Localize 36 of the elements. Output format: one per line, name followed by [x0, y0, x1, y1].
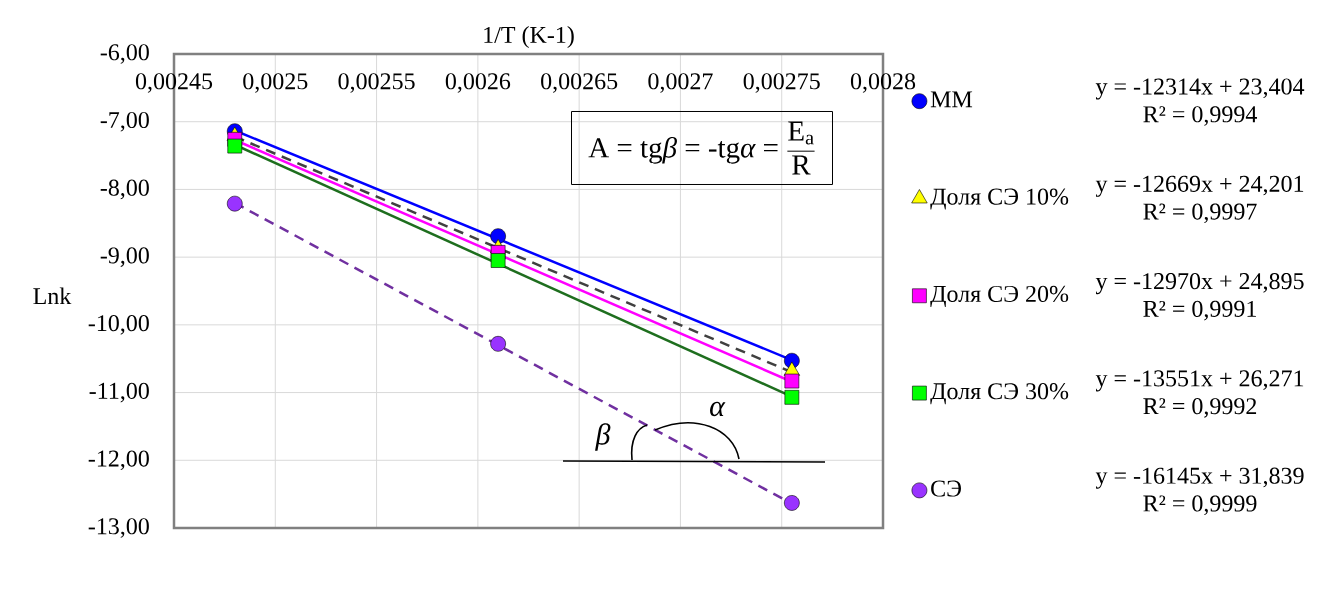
x-tick-label: 0,0025	[243, 73, 308, 93]
x-tick-label: 0,00265	[541, 73, 618, 93]
text: y = -12970x + 24,895	[1095, 273, 1304, 295]
x-tick-label: 0,00255	[338, 73, 415, 93]
text: R² = 0,9991	[1143, 300, 1256, 321]
y-tick-label: -9,00	[100, 247, 149, 267]
legend-label: Доля СЭ 20%	[930, 285, 1069, 307]
text: y = -12669x + 24,201	[1095, 175, 1304, 197]
legend-label: ММ	[930, 91, 973, 108]
x-tick-label: 0,00275	[743, 73, 820, 93]
text: R² = 0,9999	[1143, 495, 1257, 516]
y-tick-label: -12,00	[88, 450, 149, 471]
y-tick-label: -11,00	[89, 382, 149, 403]
y-tick-label: -10,00	[88, 315, 149, 335]
x-tick-label: 0,00245	[135, 73, 213, 93]
annotation: α	[710, 401, 726, 417]
x-tick-label: 0,0028	[850, 73, 916, 93]
y-tick-label: -6,00	[100, 44, 149, 64]
text: R² = 0,9992	[1143, 398, 1257, 418]
annotation: $\text{A = tg}\textit{β}\text{ = -tg}\textit{α}\text{ = }\dfrac{\text{E}_{\text{a}}}{\text{R}}$	[588, 121, 815, 175]
y-axis-title: Lnk	[33, 287, 72, 305]
legend-label: Доля СЭ 30%	[930, 383, 1069, 405]
y-tick-label: -8,00	[100, 179, 149, 200]
text: R² = 0,9997	[1143, 203, 1257, 224]
y-tick-label: -7,00	[100, 111, 149, 132]
legend-label: СЭ	[931, 480, 961, 497]
x-tick-label: 0,0026	[445, 73, 511, 93]
text: R² = 0,9994	[1143, 106, 1258, 126]
text: y = -13551x + 26,271	[1095, 370, 1304, 392]
x-tick-label: 0,0027	[648, 73, 713, 93]
legend-label: Доля СЭ 10%	[930, 188, 1069, 210]
text: y = -12314x + 23,404	[1095, 78, 1305, 100]
y-tick-label: -13,00	[88, 518, 149, 538]
x-axis-title: 1/T (K-1)	[484, 26, 574, 48]
text: y = -16145x + 31,839	[1095, 467, 1304, 489]
annotation: β	[595, 423, 611, 451]
